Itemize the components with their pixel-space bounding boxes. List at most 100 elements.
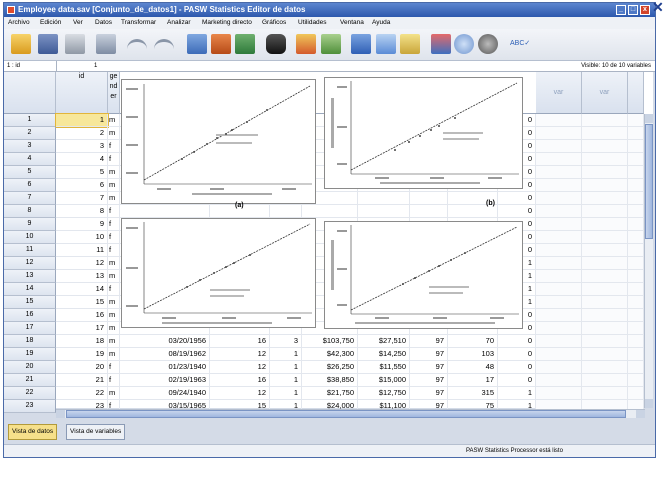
vertical-scroll-thumb[interactable] bbox=[645, 124, 653, 239]
empty-cell[interactable] bbox=[628, 257, 644, 270]
column-header-gender[interactable]: ge nd er bbox=[108, 72, 120, 114]
data-cell[interactable]: 3 bbox=[56, 140, 108, 153]
data-cell[interactable]: 22 bbox=[56, 387, 108, 400]
print-icon[interactable] bbox=[65, 34, 85, 54]
weight-cases-icon[interactable] bbox=[376, 34, 396, 54]
data-cell[interactable]: m bbox=[108, 179, 120, 192]
data-cell[interactable]: m bbox=[108, 114, 120, 127]
data-cell[interactable]: 0 bbox=[498, 192, 536, 205]
data-cell[interactable]: m bbox=[108, 192, 120, 205]
data-cell[interactable]: 19 bbox=[56, 348, 108, 361]
data-cell[interactable]: 97 bbox=[410, 387, 448, 400]
spell-check-icon[interactable]: ABC✓ bbox=[510, 40, 531, 47]
empty-cell[interactable] bbox=[582, 166, 628, 179]
row-header[interactable]: 5 bbox=[4, 166, 56, 179]
empty-cell[interactable] bbox=[582, 192, 628, 205]
data-cell[interactable]: 1 bbox=[55, 113, 109, 128]
empty-cell[interactable] bbox=[628, 270, 644, 283]
data-cell[interactable]: f bbox=[108, 231, 120, 244]
empty-cell[interactable] bbox=[628, 114, 644, 127]
empty-cell[interactable] bbox=[582, 127, 628, 140]
empty-cell[interactable] bbox=[628, 218, 644, 231]
data-cell[interactable]: f bbox=[108, 361, 120, 374]
data-cell[interactable]: 10 bbox=[56, 231, 108, 244]
data-cell[interactable]: m bbox=[108, 166, 120, 179]
data-cell[interactable]: $15,000 bbox=[358, 374, 410, 387]
row-header[interactable]: 4 bbox=[4, 153, 56, 166]
empty-cell[interactable] bbox=[536, 335, 582, 348]
empty-cell[interactable] bbox=[628, 374, 644, 387]
empty-cell[interactable] bbox=[582, 296, 628, 309]
empty-cell[interactable] bbox=[582, 387, 628, 400]
menu-ventana[interactable]: Ventana bbox=[340, 19, 364, 26]
empty-cell[interactable] bbox=[628, 166, 644, 179]
scroll-down-arrow-icon[interactable] bbox=[645, 399, 653, 408]
scroll-up-arrow-icon[interactable] bbox=[645, 114, 653, 123]
data-cell[interactable]: 0 bbox=[498, 205, 536, 218]
data-cell[interactable]: $26,250 bbox=[302, 361, 358, 374]
row-header[interactable]: 19 bbox=[4, 348, 56, 361]
insert-cases-icon[interactable] bbox=[296, 34, 316, 54]
menu-datos[interactable]: Datos bbox=[95, 19, 112, 26]
data-cell[interactable] bbox=[410, 205, 448, 218]
data-cell[interactable]: 315 bbox=[448, 387, 498, 400]
empty-cell[interactable] bbox=[582, 322, 628, 335]
data-cell[interactable] bbox=[448, 205, 498, 218]
data-cell[interactable] bbox=[358, 192, 410, 205]
row-header[interactable]: 13 bbox=[4, 270, 56, 283]
data-cell[interactable]: 09/24/1940 bbox=[120, 387, 210, 400]
empty-cell[interactable] bbox=[536, 296, 582, 309]
data-cell[interactable]: 0 bbox=[498, 348, 536, 361]
empty-cell[interactable] bbox=[582, 283, 628, 296]
goto-variable-icon[interactable] bbox=[211, 34, 231, 54]
data-cell[interactable]: m bbox=[108, 322, 120, 335]
goto-case-icon[interactable] bbox=[187, 34, 207, 54]
data-cell[interactable]: f bbox=[108, 374, 120, 387]
empty-cell[interactable] bbox=[582, 114, 628, 127]
empty-cell[interactable] bbox=[582, 361, 628, 374]
data-cell[interactable]: 12 bbox=[210, 361, 270, 374]
empty-cell[interactable] bbox=[628, 205, 644, 218]
data-cell[interactable]: 97 bbox=[410, 374, 448, 387]
empty-cell[interactable] bbox=[536, 231, 582, 244]
tab-data-view[interactable]: Vista de datos bbox=[8, 424, 58, 440]
data-cell[interactable]: 5 bbox=[56, 166, 108, 179]
row-header[interactable]: 18 bbox=[4, 335, 56, 348]
data-cell[interactable]: 6 bbox=[56, 179, 108, 192]
empty-cell[interactable] bbox=[582, 218, 628, 231]
data-cell[interactable]: 0 bbox=[498, 361, 536, 374]
data-cell[interactable]: f bbox=[108, 205, 120, 218]
empty-cell[interactable] bbox=[536, 387, 582, 400]
row-header[interactable]: 10 bbox=[4, 231, 56, 244]
show-all-variables-icon[interactable] bbox=[478, 34, 498, 54]
scroll-left-arrow-icon[interactable] bbox=[56, 410, 65, 418]
find-binoculars-icon[interactable] bbox=[266, 34, 286, 54]
value-labels-icon[interactable] bbox=[431, 34, 451, 54]
row-header[interactable]: 9 bbox=[4, 218, 56, 231]
empty-cell[interactable] bbox=[582, 153, 628, 166]
empty-cell[interactable] bbox=[628, 296, 644, 309]
row-header[interactable]: 21 bbox=[4, 374, 56, 387]
empty-cell[interactable] bbox=[582, 374, 628, 387]
data-cell[interactable] bbox=[120, 322, 210, 335]
data-cell[interactable]: 1 bbox=[270, 374, 302, 387]
menu-ver[interactable]: Ver bbox=[73, 19, 83, 26]
tab-variable-view[interactable]: Vista de variables bbox=[66, 424, 126, 440]
row-header[interactable]: 2 bbox=[4, 127, 56, 140]
empty-cell[interactable] bbox=[536, 244, 582, 257]
data-cell[interactable] bbox=[270, 205, 302, 218]
scroll-right-arrow-icon[interactable] bbox=[636, 410, 645, 418]
data-cell[interactable]: 1 bbox=[498, 387, 536, 400]
data-cell[interactable] bbox=[210, 205, 270, 218]
empty-cell[interactable] bbox=[536, 153, 582, 166]
data-cell[interactable]: 70 bbox=[448, 335, 498, 348]
row-header[interactable]: 14 bbox=[4, 283, 56, 296]
data-cell[interactable]: m bbox=[108, 296, 120, 309]
data-cell[interactable]: m bbox=[108, 270, 120, 283]
row-header[interactable]: 23 bbox=[4, 400, 56, 413]
horizontal-scroll-thumb[interactable] bbox=[66, 410, 626, 418]
empty-cell[interactable] bbox=[582, 140, 628, 153]
data-cell[interactable]: 14 bbox=[56, 283, 108, 296]
row-header[interactable]: 1 bbox=[4, 114, 56, 127]
data-cell[interactable]: 48 bbox=[448, 361, 498, 374]
